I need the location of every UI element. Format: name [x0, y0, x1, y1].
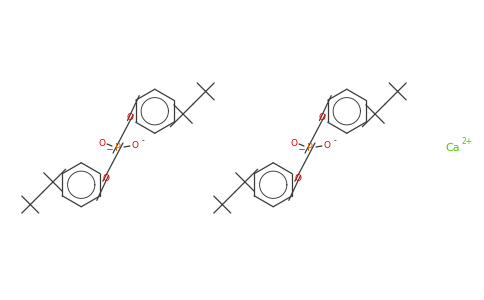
Text: Ca: Ca	[445, 143, 460, 153]
Text: O: O	[127, 113, 134, 122]
Text: -: -	[333, 136, 336, 146]
Text: P: P	[307, 143, 313, 153]
Text: O: O	[99, 140, 106, 148]
Text: 2+: 2+	[462, 137, 473, 146]
Text: O: O	[294, 174, 301, 183]
Text: P: P	[115, 143, 121, 153]
Text: O: O	[132, 142, 138, 151]
Text: -: -	[142, 136, 144, 146]
Text: O: O	[323, 142, 331, 151]
Text: O: O	[319, 113, 326, 122]
Text: O: O	[102, 174, 109, 183]
Text: O: O	[290, 140, 298, 148]
